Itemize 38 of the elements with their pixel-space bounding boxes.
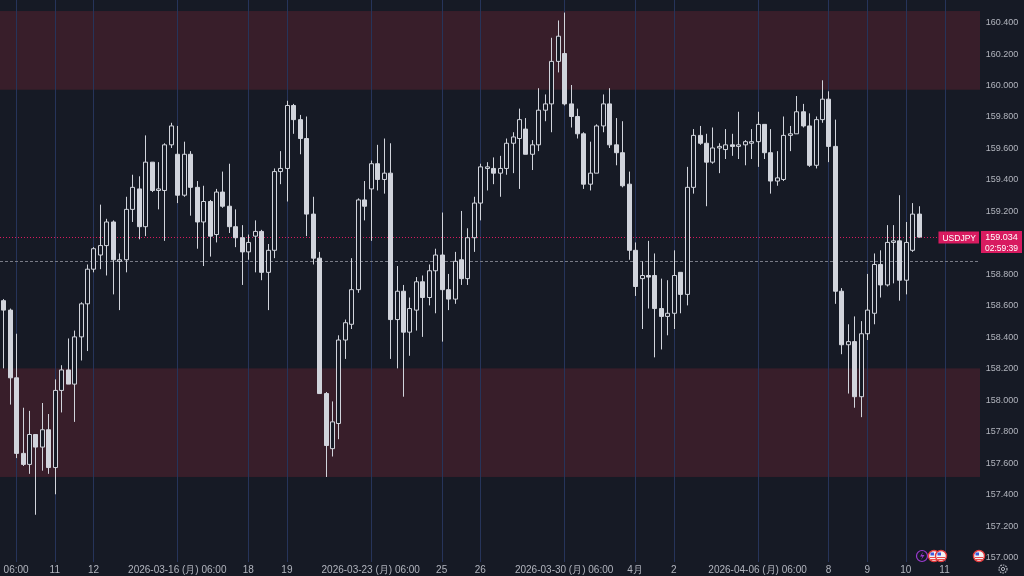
y-tick-label: 157.400: [985, 489, 1019, 500]
x-tick-label: 4月: [627, 564, 643, 575]
y-tick-label: 159.200: [985, 205, 1019, 216]
x-tick-label: 2026-03-16 (月) 06:00: [128, 564, 227, 575]
y-tick-label: 160.200: [985, 48, 1019, 59]
y-tick-label: 158.200: [985, 363, 1019, 374]
y-tick-label: 159.600: [985, 143, 1019, 153]
x-tick-label: 25: [436, 564, 448, 575]
x-tick-label: 19: [281, 564, 293, 575]
x-tick-label: 2026-03-23 (月) 06:00: [321, 564, 420, 575]
y-tick-label: 157.200: [985, 520, 1019, 531]
y-tick-label: 160.400: [985, 17, 1019, 28]
y-tick-label: 159.034: [985, 232, 1018, 242]
x-tick-label: 2: [670, 564, 677, 575]
annotation: 02:59:39: [981, 243, 1022, 253]
x-tick-label: 2026-03-30 (月) 06:00: [514, 564, 614, 575]
y-tick-label: 160.000: [985, 80, 1019, 90]
y-tick-label: 158.600: [985, 300, 1019, 311]
x-tick-label: 18: [242, 564, 254, 575]
y-tick-label: 157.000: [985, 552, 1019, 563]
ref-line-label: USDJPY: [942, 232, 977, 243]
y-tick-label: 159.400: [985, 174, 1019, 185]
y-tick-label: 157.800: [985, 426, 1019, 437]
y-tick-label: 157.600: [985, 457, 1019, 468]
y-tick-label: 158.800: [985, 268, 1019, 279]
x-tick-label: 12: [87, 564, 100, 575]
x-tick-label: 26: [474, 564, 486, 575]
y-tick-label: 158.000: [985, 394, 1019, 405]
x-tick-label: 06:00: [3, 564, 29, 575]
x-tick-label: 11: [49, 564, 60, 575]
y-tick-label: 158.400: [985, 331, 1019, 342]
x-tick-label: 10: [900, 564, 912, 575]
x-tick-label: 9: [864, 564, 870, 575]
y-tick-label: 159.034: [981, 231, 1022, 243]
y-tick-label: 159.800: [985, 111, 1019, 122]
x-tick-label: 8: [825, 564, 832, 575]
x-tick-label: 2026-04-06 (月) 06:00: [708, 564, 807, 575]
x-tick-label: 11: [939, 564, 950, 575]
